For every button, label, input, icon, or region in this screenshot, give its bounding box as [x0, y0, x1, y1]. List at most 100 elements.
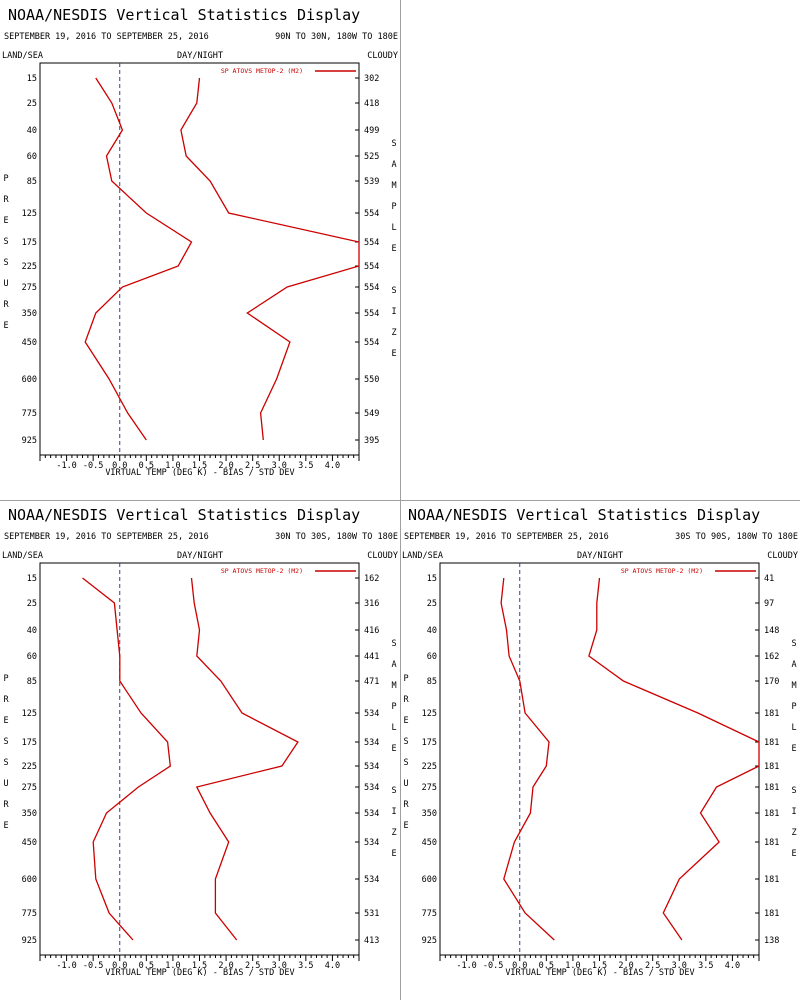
pressure-level-label: 15 — [427, 574, 437, 584]
sample-size-label: 550 — [364, 375, 379, 385]
sample-size-label: 525 — [364, 152, 379, 162]
pressure-level-label: 60 — [27, 152, 37, 162]
date-range: SEPTEMBER 19, 2016 TO SEPTEMBER 25, 2016 — [4, 32, 209, 42]
sample-size-axis-letter: S — [791, 639, 796, 649]
pressure-level-label: 15 — [27, 74, 37, 84]
x-tick-label: 0.0 — [512, 961, 527, 971]
sample-size-label: 302 — [364, 74, 379, 84]
pressure-level-label: 225 — [22, 262, 37, 272]
region-label: 30S TO 90S, 180W TO 180E — [675, 532, 798, 542]
x-tick-label: 4.0 — [325, 461, 340, 471]
sample-size-axis-letter: P — [391, 202, 396, 212]
x-tick-label: 1.5 — [192, 961, 207, 971]
sample-size-axis-letter: S — [791, 786, 796, 796]
sample-size-axis-letter: E — [791, 849, 796, 859]
sample-size-axis-letter: A — [391, 660, 396, 670]
x-tick-label: 1.0 — [565, 961, 580, 971]
x-tick-label: 3.5 — [698, 961, 713, 971]
pressure-level-label: 175 — [22, 738, 37, 748]
sample-size-label: 416 — [364, 626, 379, 636]
sample-size-label: 148 — [764, 626, 779, 636]
sample-size-axis-letter: E — [391, 849, 396, 859]
x-tick-label: 3.0 — [672, 961, 687, 971]
pressure-level-label: 25 — [427, 599, 437, 609]
pressure-level-label: 125 — [422, 709, 437, 719]
pressure-level-label: 85 — [27, 177, 37, 187]
sample-size-axis-letter: S — [391, 786, 396, 796]
sample-size-label: 170 — [764, 677, 779, 687]
day-night-label: DAY/NIGHT — [577, 551, 623, 561]
sample-size-label: 534 — [364, 875, 379, 885]
plot-frame — [39, 62, 360, 456]
sample-size-label: 181 — [764, 875, 779, 885]
bias-series-line — [84, 77, 193, 441]
pressure-level-label: 925 — [422, 936, 437, 946]
panel-divider-horizontal — [0, 500, 800, 501]
sample-size-label: 181 — [764, 909, 779, 919]
x-tick-label: -0.5 — [83, 461, 103, 471]
pressure-axis-letter: S — [403, 758, 408, 768]
x-tick-label: 0.5 — [139, 961, 154, 971]
sample-size-label: 97 — [764, 599, 774, 609]
x-tick-label: 0.0 — [112, 961, 127, 971]
sample-size-label: 181 — [764, 838, 779, 848]
pressure-level-label: 275 — [22, 783, 37, 793]
empty-panel — [400, 0, 800, 500]
chart-svg: NOAA/NESDIS Vertical Statistics Display S… — [2, 6, 398, 478]
pressure-axis-letter: E — [3, 216, 8, 226]
sample-size-label: 534 — [364, 709, 379, 719]
sample-size-axis-letter: M — [391, 681, 396, 691]
x-tick-label: 3.0 — [272, 461, 287, 471]
pressure-level-label: 600 — [422, 875, 437, 885]
pressure-level-label: 60 — [27, 652, 37, 662]
x-tick-label: 3.0 — [272, 961, 287, 971]
pressure-level-label: 600 — [22, 375, 37, 385]
sample-size-label: 41 — [764, 574, 774, 584]
land-sea-label: LAND/SEA — [2, 551, 43, 561]
sample-size-label: 181 — [764, 809, 779, 819]
pressure-level-label: 175 — [422, 738, 437, 748]
sample-size-axis-letter: E — [391, 244, 396, 254]
sample-size-label: 554 — [364, 262, 379, 272]
x-tick-label: -1.0 — [456, 961, 476, 971]
sample-size-label: 554 — [364, 338, 379, 348]
pressure-level-label: 350 — [22, 809, 37, 819]
pressure-level-label: 350 — [22, 309, 37, 319]
chart-panel-90n-30n: NOAA/NESDIS Vertical Statistics Display S… — [0, 0, 400, 500]
pressure-level-label: 350 — [422, 809, 437, 819]
x-tick-label: 0.0 — [112, 461, 127, 471]
x-tick-label: 2.5 — [245, 961, 260, 971]
sample-size-label: 534 — [364, 809, 379, 819]
pressure-axis-letter: S — [3, 258, 8, 268]
sample-size-axis-letter: M — [391, 181, 396, 191]
legend-label: SP ATOVS METOP-2 (M2) — [621, 567, 703, 575]
sample-size-label: 539 — [364, 177, 379, 187]
pressure-axis-letter: E — [403, 716, 408, 726]
pressure-axis-letter: E — [3, 321, 8, 331]
sample-size-axis-letter: I — [391, 307, 396, 317]
x-tick-label: 3.5 — [298, 461, 313, 471]
pressure-level-label: 125 — [22, 709, 37, 719]
x-tick-label: 2.0 — [618, 961, 633, 971]
sample-size-label: 534 — [364, 838, 379, 848]
sample-size-label: 181 — [764, 709, 779, 719]
pressure-axis-letter: U — [403, 779, 408, 789]
sample-size-label: 554 — [364, 238, 379, 248]
sample-size-label: 441 — [364, 652, 379, 662]
chart-panel-30s-90s: NOAA/NESDIS Vertical Statistics Display S… — [400, 500, 800, 1000]
pressure-axis-letter: E — [3, 821, 8, 831]
sample-size-label: 138 — [764, 936, 779, 946]
x-tick-label: -1.0 — [56, 961, 76, 971]
pressure-axis-letter: E — [403, 821, 408, 831]
sample-size-label: 534 — [364, 762, 379, 772]
pressure-level-label: 40 — [27, 626, 37, 636]
sample-size-axis-letter: S — [391, 139, 396, 149]
pressure-axis-letter: R — [403, 695, 409, 705]
sample-size-label: 413 — [364, 936, 379, 946]
x-tick-label: 0.5 — [139, 461, 154, 471]
x-tick-label: -0.5 — [483, 961, 503, 971]
x-tick-label: 4.0 — [325, 961, 340, 971]
pressure-level-label: 60 — [427, 652, 437, 662]
std-dev-series-line — [588, 577, 759, 941]
x-tick-label: 2.0 — [218, 461, 233, 471]
